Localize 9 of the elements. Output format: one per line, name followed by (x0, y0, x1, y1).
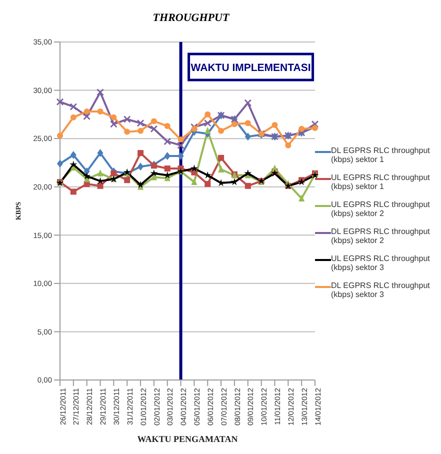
legend-label: UL EGPRS RLC throughput (kbps) sektor 2 (331, 200, 431, 218)
legend-label: DL EGPRS RLC throughput (kbps) sektor 3 (331, 281, 431, 299)
legend-label: UL EGPRS RLC throughput (kbps) sektor 1 (331, 173, 431, 191)
legend-label: UL EGPRS RLC throughput (kbps) sektor 3 (331, 254, 431, 272)
x-axis-title: WAKTU PENGAMATAN (137, 434, 238, 444)
chart-title: THROUGHPUT (152, 12, 230, 24)
ref-line-label: WAKTU IMPLEMENTASI (190, 62, 311, 74)
legend-label: DL EGPRS RLC throughput (kbps) sektor 2 (331, 227, 431, 245)
legend-label: DL EGPRS RLC throughput (kbps) sektor 1 (331, 146, 431, 164)
